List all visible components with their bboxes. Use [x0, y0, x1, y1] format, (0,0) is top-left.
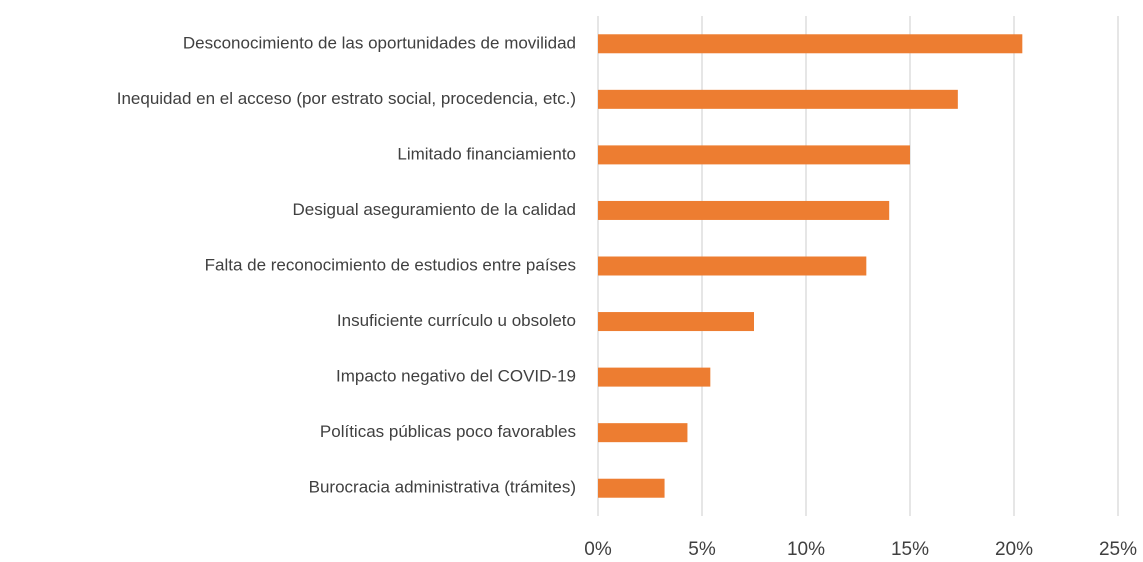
y-tick-label: Limitado financiamiento: [397, 144, 576, 163]
y-tick-label: Políticas públicas poco favorables: [320, 422, 576, 441]
bar: [598, 256, 867, 276]
bar: [598, 200, 890, 220]
y-tick-label: Impacto negativo del COVID-19: [336, 367, 576, 386]
x-tick-label: 20%: [995, 539, 1033, 560]
bar: [598, 478, 665, 498]
x-tick-label: 5%: [688, 539, 716, 560]
y-tick-label: Insuficiente currículo u obsoleto: [337, 311, 576, 330]
y-tick-label: Burocracia administrativa (trámites): [309, 478, 576, 497]
bar: [598, 367, 711, 387]
x-tick-label: 25%: [1099, 539, 1137, 560]
bar: [598, 89, 958, 109]
bar: [598, 34, 1023, 54]
bar: [598, 423, 688, 443]
y-tick-label: Falta de reconocimiento de estudios entr…: [205, 255, 576, 274]
y-tick-label: Inequidad en el acceso (por estrato soci…: [117, 89, 576, 108]
x-tick-label: 0%: [584, 539, 612, 560]
bar: [598, 145, 910, 165]
bar: [598, 312, 754, 332]
x-tick-label: 10%: [787, 539, 825, 560]
y-tick-label: Desconocimiento de las oportunidades de …: [183, 33, 576, 52]
x-tick-label: 15%: [891, 539, 929, 560]
y-tick-label: Desigual aseguramiento de la calidad: [292, 200, 576, 219]
